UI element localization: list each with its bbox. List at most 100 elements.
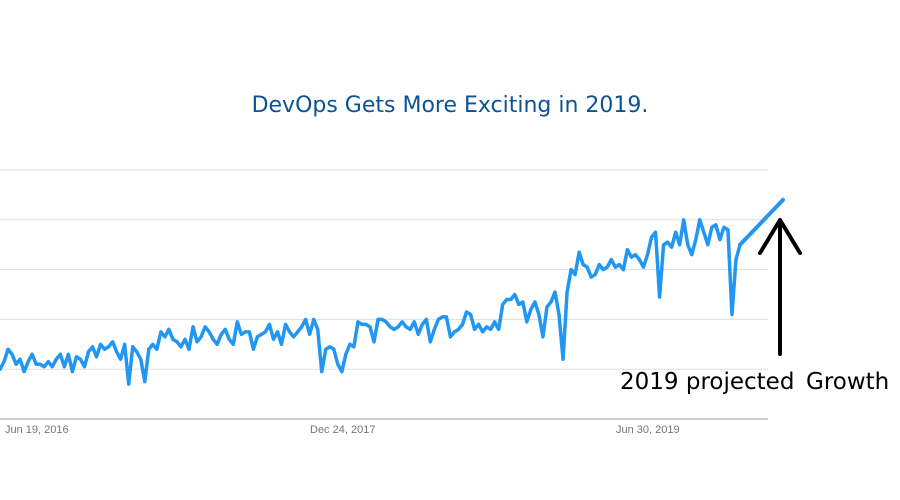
data-point bbox=[14, 363, 18, 366]
data-point bbox=[119, 358, 122, 361]
data-point bbox=[155, 348, 159, 351]
data-point bbox=[734, 258, 738, 261]
data-point bbox=[123, 343, 126, 346]
x-tick-label: Dec 24, 2017 bbox=[310, 424, 375, 436]
data-point bbox=[686, 243, 689, 246]
data-point bbox=[702, 231, 705, 234]
projection-label: 2019 projected bbox=[620, 369, 794, 395]
data-point bbox=[55, 358, 58, 361]
data-point bbox=[324, 348, 327, 351]
data-point bbox=[606, 265, 609, 269]
data-point bbox=[195, 340, 199, 344]
data-point bbox=[280, 343, 283, 346]
data-point bbox=[127, 382, 130, 386]
data-point bbox=[348, 343, 352, 346]
data-point bbox=[618, 263, 621, 266]
data-point bbox=[244, 330, 247, 334]
data-point bbox=[67, 353, 70, 356]
data-point bbox=[493, 320, 496, 324]
data-point bbox=[35, 363, 38, 366]
data-point bbox=[714, 223, 718, 226]
data-point bbox=[115, 350, 118, 353]
data-point bbox=[83, 365, 86, 368]
data-point bbox=[453, 330, 456, 334]
data-point bbox=[276, 330, 279, 334]
data-point bbox=[211, 338, 215, 341]
data-point bbox=[300, 325, 303, 329]
data-point bbox=[163, 335, 167, 339]
data-point bbox=[26, 360, 30, 363]
data-point bbox=[425, 318, 428, 321]
data-point bbox=[111, 340, 114, 344]
data-point bbox=[2, 360, 6, 363]
data-point bbox=[577, 250, 581, 254]
data-point bbox=[634, 253, 637, 256]
data-point bbox=[400, 320, 404, 324]
data-point bbox=[388, 325, 392, 329]
data-point bbox=[63, 365, 66, 368]
data-point bbox=[99, 343, 102, 346]
data-point bbox=[0, 368, 2, 371]
data-point bbox=[356, 320, 360, 324]
data-point bbox=[698, 218, 701, 221]
x-tick-label: Jun 19, 2016 bbox=[5, 424, 69, 436]
data-point bbox=[718, 238, 722, 241]
x-tick-label: Jun 30, 2019 bbox=[616, 424, 680, 436]
data-point bbox=[75, 355, 78, 358]
data-point bbox=[457, 328, 460, 331]
data-point bbox=[135, 350, 138, 353]
data-point bbox=[328, 345, 331, 348]
data-point bbox=[340, 370, 344, 373]
data-point bbox=[396, 325, 400, 329]
data-point bbox=[433, 328, 436, 331]
data-point bbox=[39, 363, 42, 366]
data-point bbox=[465, 310, 468, 314]
data-point bbox=[107, 345, 110, 348]
data-point bbox=[272, 338, 275, 341]
data-point bbox=[308, 333, 311, 336]
data-point bbox=[598, 263, 601, 266]
data-point bbox=[573, 273, 577, 276]
data-point bbox=[650, 236, 653, 239]
data-point bbox=[525, 320, 529, 324]
data-point bbox=[682, 218, 685, 221]
data-point bbox=[658, 295, 661, 299]
data-point bbox=[642, 265, 645, 269]
data-point bbox=[405, 325, 408, 329]
data-point bbox=[384, 320, 388, 324]
data-point bbox=[630, 255, 633, 259]
data-point bbox=[622, 268, 625, 271]
data-point bbox=[481, 330, 484, 334]
data-point bbox=[473, 328, 476, 331]
data-point bbox=[445, 315, 448, 319]
data-point bbox=[18, 358, 22, 361]
data-point bbox=[320, 370, 323, 373]
data-point bbox=[360, 323, 364, 326]
data-point bbox=[561, 358, 565, 361]
data-point bbox=[256, 335, 259, 339]
data-point bbox=[541, 335, 545, 339]
data-point bbox=[585, 265, 589, 269]
data-point bbox=[10, 353, 14, 356]
gridlines bbox=[0, 169, 768, 370]
data-point bbox=[59, 353, 62, 356]
data-point bbox=[376, 318, 380, 321]
data-point bbox=[549, 300, 553, 304]
data-point bbox=[159, 330, 163, 334]
data-point bbox=[352, 345, 356, 348]
data-point bbox=[409, 328, 412, 331]
data-point bbox=[372, 340, 376, 344]
data-point bbox=[264, 330, 267, 334]
data-point bbox=[336, 363, 340, 366]
data-point bbox=[147, 348, 150, 351]
data-point bbox=[509, 298, 512, 301]
data-point bbox=[344, 353, 348, 356]
data-point bbox=[292, 335, 295, 339]
data-point bbox=[71, 370, 74, 373]
data-point bbox=[95, 355, 98, 358]
series-line bbox=[0, 218, 742, 386]
data-point bbox=[626, 248, 629, 251]
data-point bbox=[517, 303, 520, 306]
